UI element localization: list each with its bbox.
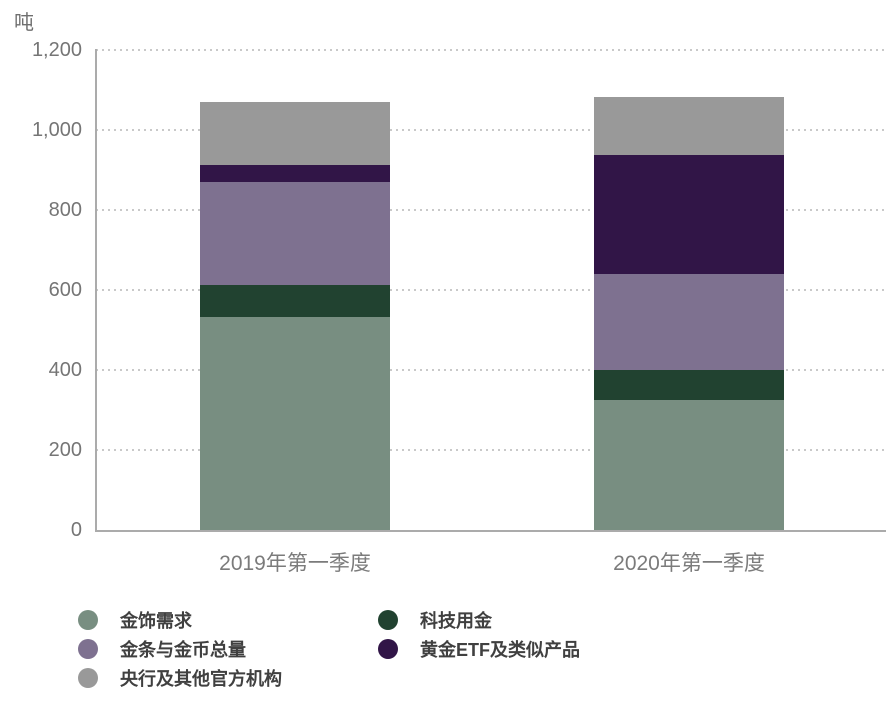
legend-label: 科技用金 <box>420 610 492 631</box>
bar-segment-黄金ETF及类似产品 <box>594 154 784 274</box>
legend-item-科技用金: 科技用金 <box>378 605 580 634</box>
x-category-label-2020年第一季度: 2020年第一季度 <box>613 552 765 575</box>
legend-item-黄金ETF及类似产品: 黄金ETF及类似产品 <box>378 634 580 663</box>
legend-color-dot-icon <box>78 609 98 630</box>
stacked-bar-2020年第一季度 <box>594 96 784 530</box>
gridline-200 <box>96 449 886 451</box>
bar-segment-央行及其他官方机构 <box>200 101 390 165</box>
legend-color-dot-icon <box>378 638 398 659</box>
legend-label: 黄金ETF及类似产品 <box>420 639 580 660</box>
legend-color-dot-icon <box>78 638 98 659</box>
gridline-800 <box>96 209 886 211</box>
y-tick-label-800: 800 <box>48 199 82 221</box>
legend-color-dot-icon <box>78 667 98 688</box>
legend-label: 央行及其他官方机构 <box>120 668 282 689</box>
gridline-1000 <box>96 129 886 131</box>
bar-segment-金饰需求 <box>200 316 390 530</box>
bar-segment-黄金ETF及类似产品 <box>200 164 390 182</box>
legend-color-dot-icon <box>378 609 398 630</box>
bar-segment-央行及其他官方机构 <box>594 96 784 155</box>
legend-item-金条与金币总量: 金条与金币总量 <box>78 634 282 663</box>
y-tick-label-1200: 1,200 <box>31 39 82 61</box>
legend-column-1: 金饰需求金条与金币总量央行及其他官方机构 <box>78 605 282 692</box>
legend-label: 金条与金币总量 <box>120 639 246 660</box>
y-tick-label-1000: 1,000 <box>31 119 82 141</box>
x-axis-line <box>95 530 886 532</box>
y-tick-label-400: 400 <box>48 359 82 381</box>
legend-label: 金饰需求 <box>120 610 192 631</box>
gridline-1200 <box>96 49 886 51</box>
bar-segment-金条与金币总量 <box>200 181 390 285</box>
gridline-600 <box>96 289 886 291</box>
y-tick-label-0: 0 <box>70 519 82 541</box>
legend-column-2: 科技用金黄金ETF及类似产品 <box>378 605 580 663</box>
bar-segment-金条与金币总量 <box>594 273 784 371</box>
legend-item-金饰需求: 金饰需求 <box>78 605 282 634</box>
bar-segment-科技用金 <box>200 284 390 317</box>
stacked-bar-2019年第一季度 <box>200 101 390 530</box>
gridline-400 <box>96 369 886 371</box>
y-tick-label-600: 600 <box>48 279 82 301</box>
y-axis-unit-label: 吨 <box>14 12 34 34</box>
y-axis-line <box>95 49 97 532</box>
y-tick-label-200: 200 <box>48 439 82 461</box>
bar-segment-科技用金 <box>594 370 784 400</box>
legend-item-央行及其他官方机构: 央行及其他官方机构 <box>78 663 282 692</box>
bar-segment-金饰需求 <box>594 399 784 530</box>
x-category-label-2019年第一季度: 2019年第一季度 <box>219 552 371 575</box>
